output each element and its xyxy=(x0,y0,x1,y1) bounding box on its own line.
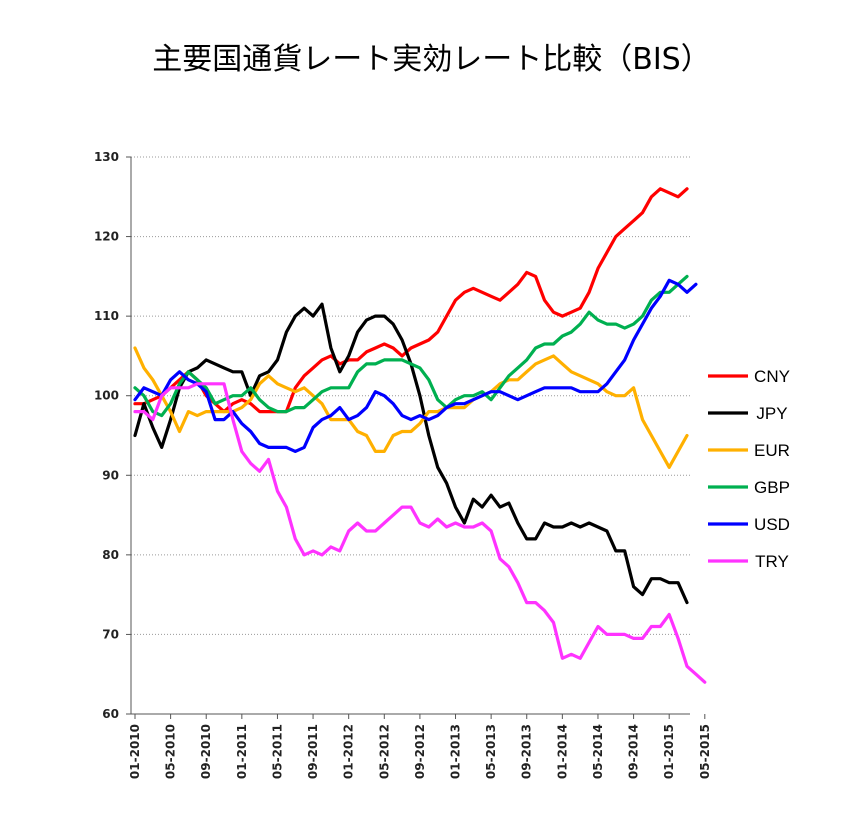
x-tick-label: 05-2014 xyxy=(591,724,605,779)
grid-lines xyxy=(131,156,690,635)
x-tick-label: 05-2011 xyxy=(270,724,284,779)
y-tick-labels: 60 70 80 90 100 110 120 130 xyxy=(94,150,131,721)
x-tick-label: 01-2011 xyxy=(235,724,249,779)
x-tick-label: 09-2013 xyxy=(520,724,534,779)
series-line-eur xyxy=(133,346,689,469)
x-tick-label: 09-2014 xyxy=(627,724,641,779)
y-tick-label: 120 xyxy=(94,230,119,244)
x-tick-label: 01-2015 xyxy=(662,724,676,779)
legend-label-try: TRY xyxy=(755,552,789,571)
series-lines xyxy=(133,187,707,684)
x-tick-label: 01-2010 xyxy=(128,724,142,779)
y-tick-label: 60 xyxy=(102,707,119,721)
x-tick-label: 05-2013 xyxy=(484,724,498,779)
y-tick-label: 70 xyxy=(102,627,119,641)
legend-label-usd: USD xyxy=(754,515,790,534)
y-tick-label: 80 xyxy=(102,548,119,562)
x-tick-label: 01-2013 xyxy=(449,724,463,779)
x-tick-label: 01-2014 xyxy=(555,724,569,779)
series-line-usd xyxy=(133,278,698,453)
series-line-cny xyxy=(133,187,689,414)
x-tick-label: 09-2011 xyxy=(306,724,320,779)
legend-label-gbp: GBP xyxy=(754,478,790,497)
x-tick-label: 05-2010 xyxy=(164,724,178,779)
y-tick-label: 110 xyxy=(94,309,119,323)
x-tick-label: 09-2012 xyxy=(413,724,427,779)
legend-label-jpy: JPY xyxy=(756,404,787,423)
x-tick-labels: 01-2010 05-2010 09-2010 01-2011 05-2011 09-20… xyxy=(128,714,712,779)
legend: CNY JPY EUR GBP USD TRY xyxy=(708,367,790,571)
x-tick-label: 05-2012 xyxy=(377,724,391,779)
legend-label-cny: CNY xyxy=(754,367,790,386)
y-tick-label: 130 xyxy=(94,150,119,164)
x-tick-label: 05-2015 xyxy=(698,724,712,779)
x-tick-label: 09-2010 xyxy=(199,724,213,779)
legend-label-eur: EUR xyxy=(754,441,790,460)
series-line-try xyxy=(133,382,707,684)
axes xyxy=(130,157,690,715)
y-tick-label: 90 xyxy=(102,468,119,482)
y-tick-label: 100 xyxy=(94,389,119,403)
series-line-gbp xyxy=(133,274,689,418)
chart-title: 主要国通貨レート実効レート比較（BIS） xyxy=(152,42,711,77)
x-tick-label: 01-2012 xyxy=(342,724,356,779)
